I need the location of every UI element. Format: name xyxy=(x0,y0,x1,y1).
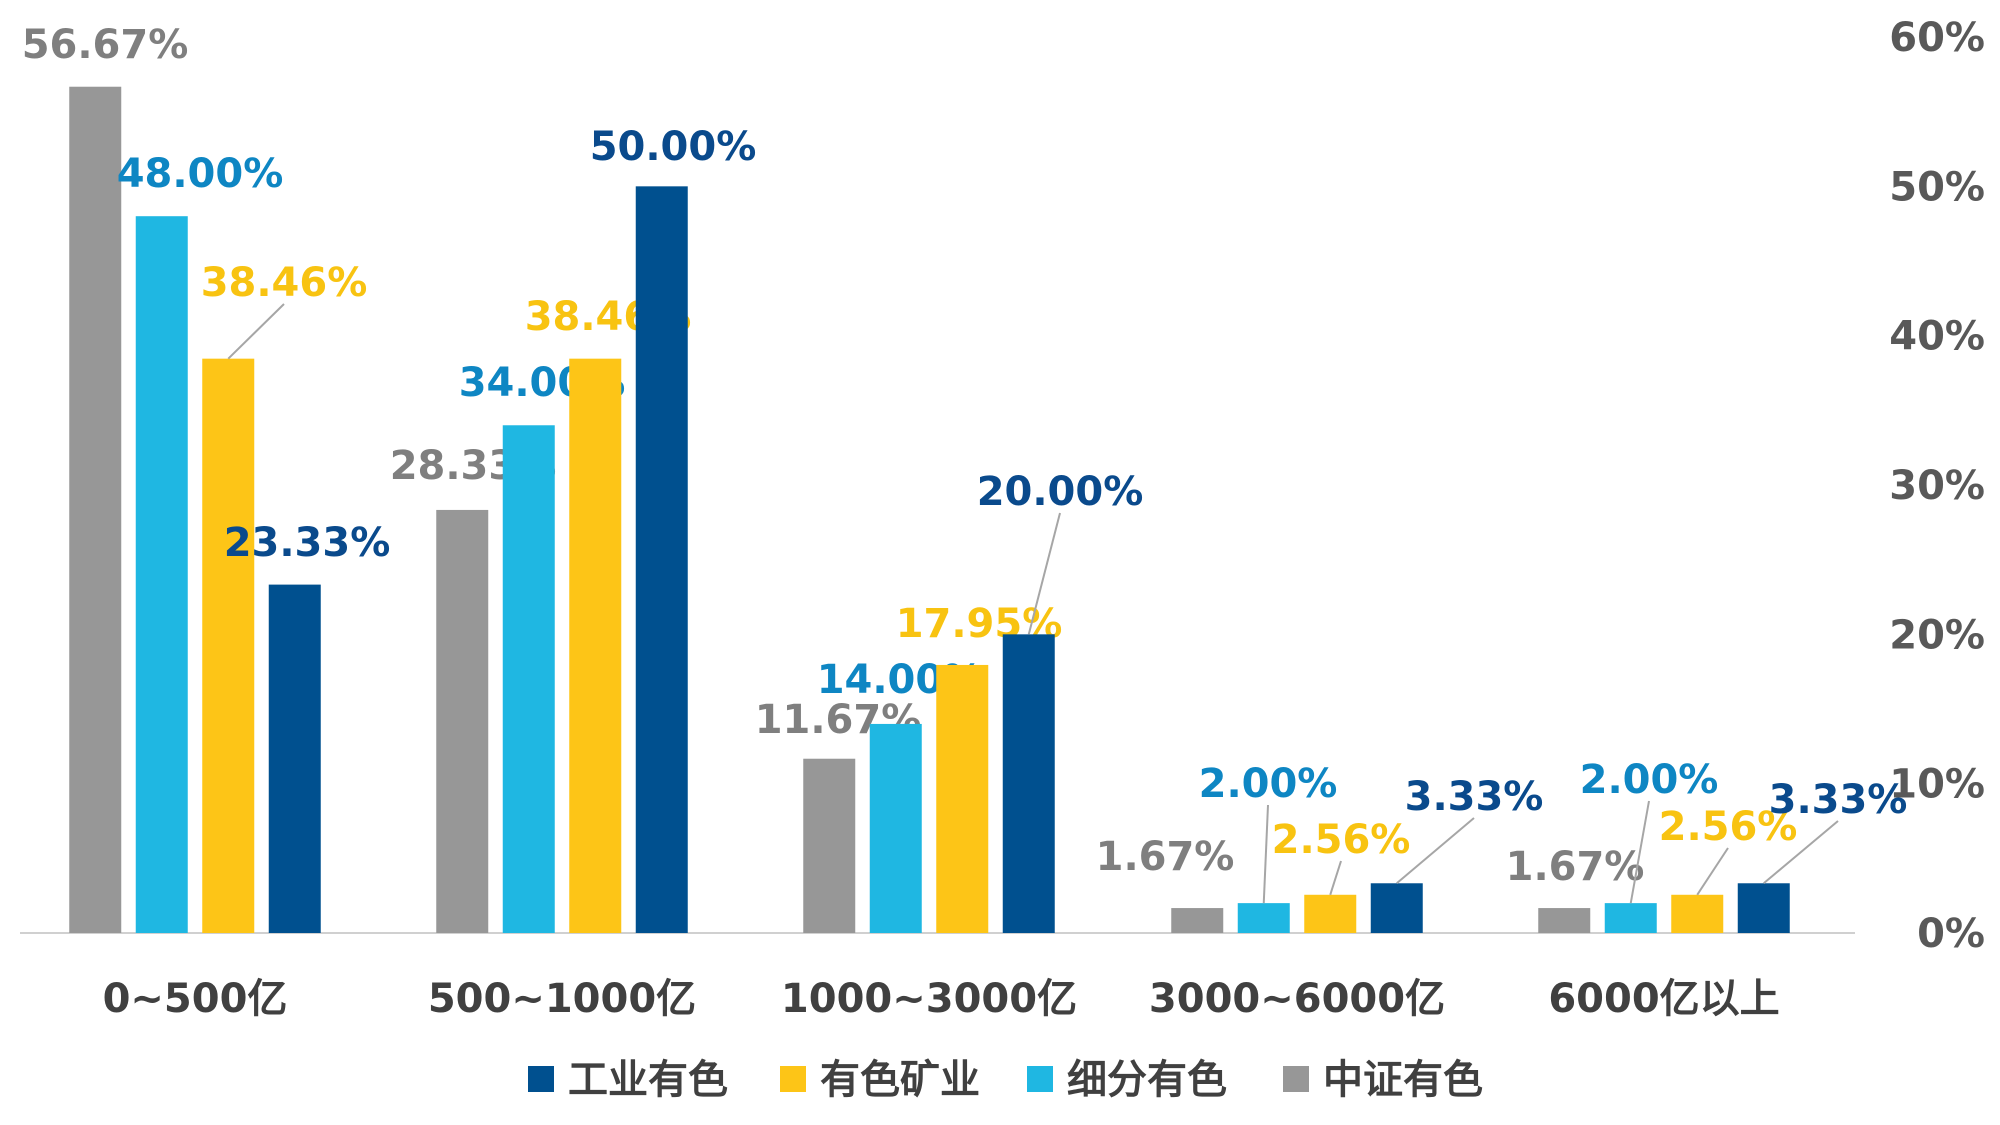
x-category-label: 3000~6000亿 xyxy=(1149,976,1445,1022)
bar-e5b7a5e4b89ae69c89e889b2-4 xyxy=(1737,883,1790,933)
leader-line xyxy=(1629,800,1650,904)
data-label: 1.67% xyxy=(1506,844,1645,890)
leader-line xyxy=(1027,512,1061,635)
x-category-label: 0~500亿 xyxy=(103,976,288,1022)
data-label: 2.00% xyxy=(1199,761,1338,807)
bar-e4b8ade8af81e69c89e889b2-1 xyxy=(436,509,489,933)
legend-label: 工业有色 xyxy=(568,1057,728,1103)
bar-e69c89e889b2e79fbfe4b89a-3 xyxy=(1304,894,1357,933)
legend-swatch xyxy=(1027,1066,1053,1092)
leader-line xyxy=(1396,817,1475,885)
data-label: 2.56% xyxy=(1659,804,1798,850)
bar-e69c89e889b2e79fbfe4b89a-1 xyxy=(569,358,622,933)
x-category-label: 6000亿以上 xyxy=(1548,976,1779,1022)
bar-e5b7a5e4b89ae69c89e889b2-0 xyxy=(268,584,321,933)
data-label: 2.56% xyxy=(1272,817,1411,863)
bar-e7bb86e58886e69c89e889b2-2 xyxy=(869,723,922,933)
bar-e4b8ade8af81e69c89e889b2-0 xyxy=(69,86,122,933)
data-label: 23.33% xyxy=(224,520,391,566)
data-label: 20.00% xyxy=(977,469,1144,515)
bar-e4b8ade8af81e69c89e889b2-2 xyxy=(803,758,856,933)
y-tick-label: 0% xyxy=(1917,911,1985,957)
y-tick-label: 10% xyxy=(1889,762,1985,808)
data-label: 3.33% xyxy=(1769,777,1908,823)
leader-line xyxy=(1329,860,1342,896)
bar-e69c89e889b2e79fbfe4b89a-2 xyxy=(936,664,989,933)
legend-swatch xyxy=(1283,1066,1309,1092)
bar-e4b8ade8af81e69c89e889b2-3 xyxy=(1171,908,1224,933)
data-label: 50.00% xyxy=(590,124,757,170)
legend-swatch xyxy=(528,1066,554,1092)
legend-label: 中证有色 xyxy=(1323,1057,1483,1103)
data-label: 2.00% xyxy=(1580,757,1719,803)
leader-line xyxy=(1262,804,1269,904)
legend-label: 细分有色 xyxy=(1067,1057,1227,1103)
data-label: 1.67% xyxy=(1096,834,1235,880)
bar-e69c89e889b2e79fbfe4b89a-0 xyxy=(202,358,255,933)
bar-e5b7a5e4b89ae69c89e889b2-3 xyxy=(1370,883,1423,933)
leader-line xyxy=(1763,820,1839,885)
bar-e5b7a5e4b89ae69c89e889b2-2 xyxy=(1002,634,1055,933)
y-tick-label: 30% xyxy=(1889,463,1985,509)
data-label: 3.33% xyxy=(1405,774,1544,820)
bar-e7bb86e58886e69c89e889b2-0 xyxy=(135,216,188,933)
y-tick-label: 60% xyxy=(1889,15,1985,61)
y-tick-label: 20% xyxy=(1889,612,1985,658)
bar-e7bb86e58886e69c89e889b2-4 xyxy=(1604,903,1657,933)
y-tick-label: 40% xyxy=(1889,314,1985,360)
data-label: 38.46% xyxy=(201,260,368,306)
data-label: 56.67% xyxy=(22,22,189,68)
x-category-label: 500~1000亿 xyxy=(428,976,696,1022)
leader-line xyxy=(227,303,285,360)
y-tick-label: 50% xyxy=(1889,164,1985,210)
legend-label: 有色矿业 xyxy=(820,1057,980,1103)
bar-e7bb86e58886e69c89e889b2-1 xyxy=(502,425,555,933)
bar-e69c89e889b2e79fbfe4b89a-4 xyxy=(1671,894,1724,933)
data-label: 48.00% xyxy=(117,151,284,197)
bar-e4b8ade8af81e69c89e889b2-4 xyxy=(1538,908,1591,933)
bar-e7bb86e58886e69c89e889b2-3 xyxy=(1237,903,1290,933)
leader-line xyxy=(1696,847,1729,896)
x-category-label: 1000~3000亿 xyxy=(781,976,1077,1022)
bar-e5b7a5e4b89ae69c89e889b2-1 xyxy=(635,186,688,934)
legend-swatch xyxy=(780,1066,806,1092)
